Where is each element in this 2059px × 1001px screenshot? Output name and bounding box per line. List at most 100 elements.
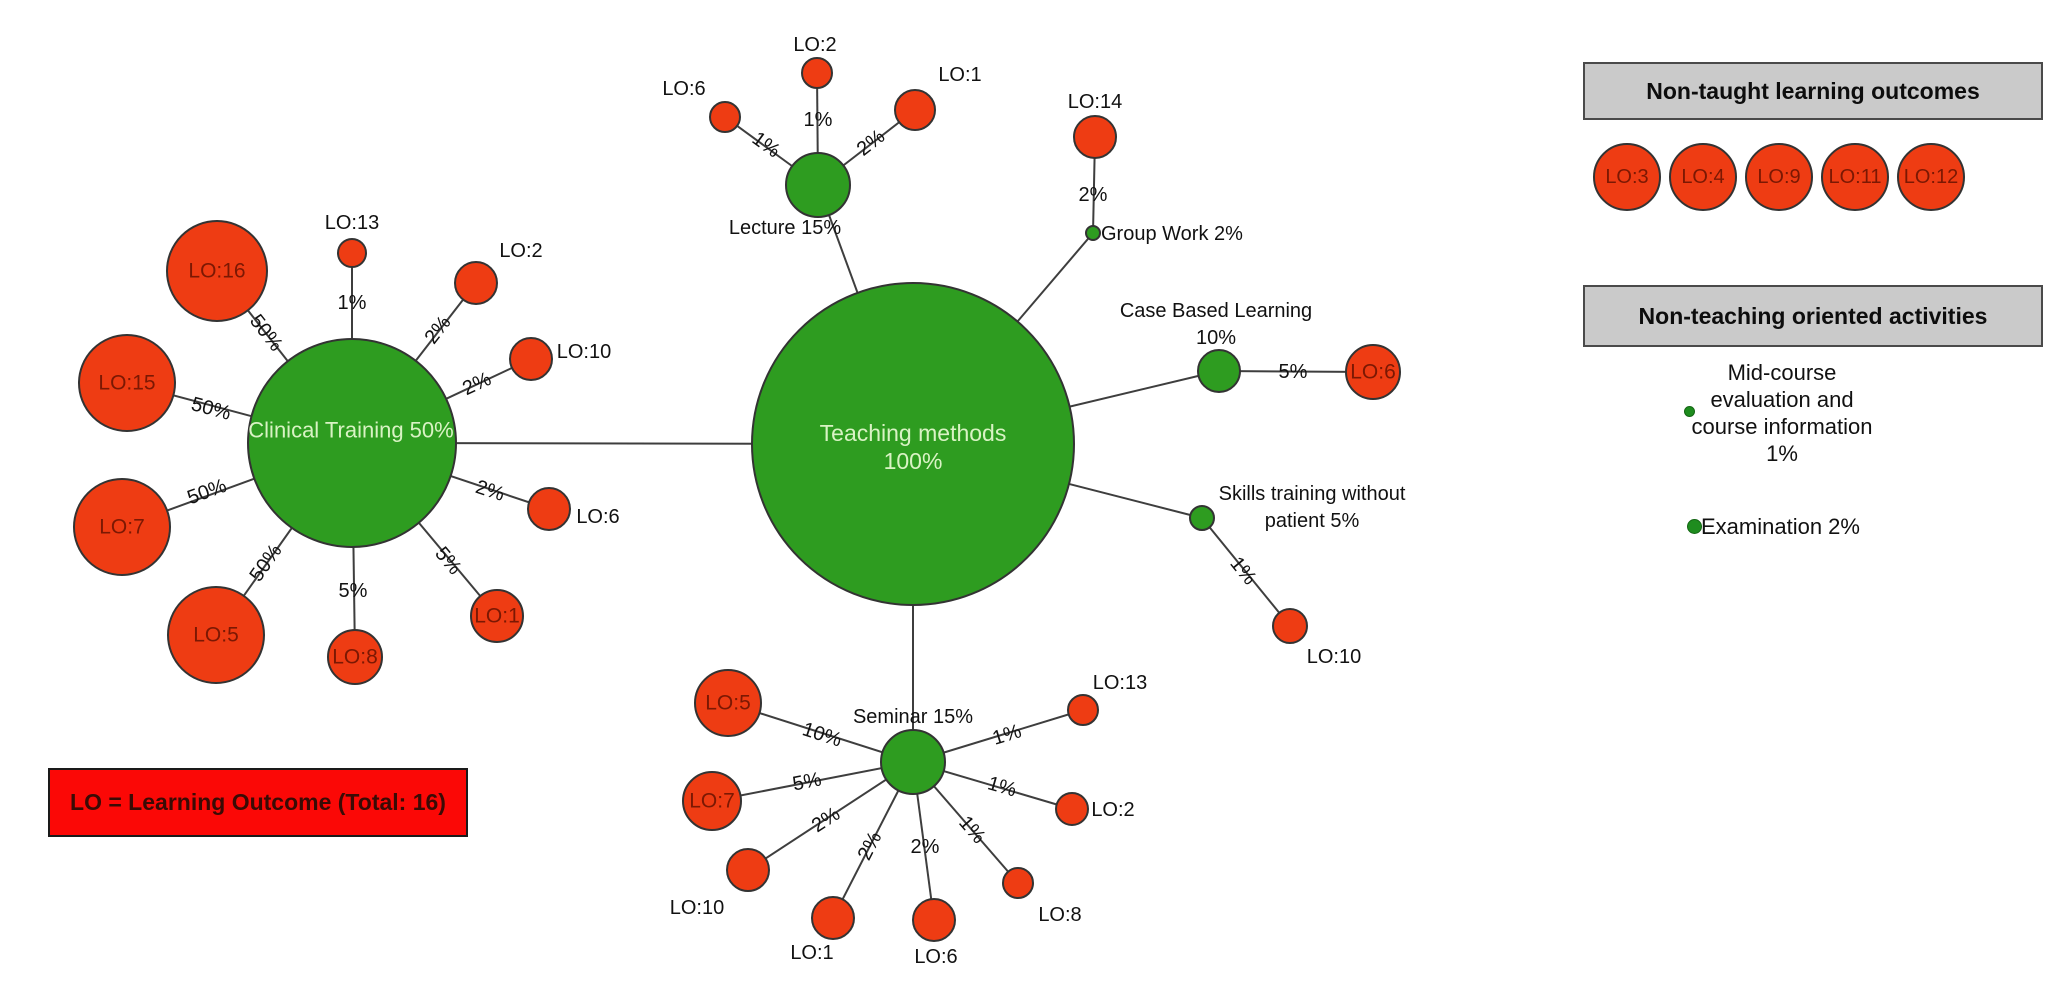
midcourse-line2: evaluation and (1710, 387, 1854, 412)
pct-seminar-lo5: 10% (800, 718, 845, 751)
node-clinical-lo6 (527, 487, 571, 531)
pct-lecture-lo1: 2% (853, 125, 889, 160)
node-seminar-lo10 (726, 848, 770, 892)
pct-lecture-lo2: 1% (804, 109, 833, 131)
midcourse-line1: Mid-course (1727, 360, 1837, 385)
label-clinical: Clinical Training 50% (248, 418, 453, 443)
non-taught-circle-lo3: LO:3 (1593, 143, 1661, 211)
edge-seminar-lo7 (711, 761, 914, 802)
non-taught-circle-lo11: LO:11 (1821, 143, 1889, 211)
node-teaching-methods (751, 282, 1075, 606)
node-case_based-hub (1197, 349, 1241, 393)
pct-seminar-lo2: 1% (985, 772, 1019, 801)
midcourse-dot-icon (1684, 406, 1695, 417)
node-clinical-lo7 (73, 478, 171, 576)
node-clinical-lo16 (166, 220, 268, 322)
label-seminar-lo5: LO:5 (705, 692, 751, 715)
examination-activity-label: Examination 2% (1701, 514, 1860, 539)
teaching-methods-label-line1: Teaching methods (820, 420, 1007, 446)
label-group_work-lo14: LO:14 (1068, 91, 1122, 113)
pct-clinical-lo6: 2% (473, 476, 507, 506)
pct-seminar-lo6: 2% (911, 836, 940, 858)
examination-dot-icon (1687, 519, 1702, 534)
legend-box: LO = Learning Outcome (Total: 16) (48, 768, 468, 837)
label-lecture: Lecture 15% (729, 217, 842, 239)
node-seminar-lo2 (1055, 792, 1089, 826)
label-seminar-lo2: LO:2 (1091, 799, 1134, 821)
label-clinical-lo7: LO:7 (99, 516, 145, 539)
node-group_work-lo14 (1073, 115, 1117, 159)
non-taught-title: Non-taught learning outcomes (1646, 77, 1980, 104)
label-seminar-lo6: LO:6 (914, 946, 957, 968)
node-clinical-lo5 (167, 586, 265, 684)
label-skills-lo10: LO:10 (1307, 646, 1361, 668)
pct-clinical-lo13: 1% (338, 292, 367, 314)
non-teaching-header: Non-teaching oriented activities (1583, 285, 2043, 347)
node-lecture-lo1 (894, 89, 936, 131)
label-clinical-lo13: LO:13 (325, 212, 379, 234)
node-case_based-lo6 (1345, 344, 1401, 400)
label-clinical-lo15: LO:15 (98, 372, 155, 395)
label-clinical-lo6: LO:6 (576, 506, 619, 528)
node-clinical-lo8 (327, 629, 383, 685)
label-clinical-lo5: LO:5 (193, 624, 239, 647)
node-clinical-lo13 (337, 238, 367, 268)
pct-clinical-lo8: 5% (339, 580, 368, 602)
node-clinical-hub (247, 338, 457, 548)
node-seminar-hub (880, 729, 946, 795)
node-lecture-lo2 (801, 57, 833, 89)
non-taught-circle-lo9: LO:9 (1745, 143, 1813, 211)
node-seminar-lo5 (694, 669, 762, 737)
edge-skills-lo10 (1201, 517, 1291, 627)
node-clinical-lo15 (78, 334, 176, 432)
teaching-methods-label-line2: 100% (884, 448, 943, 474)
pct-clinical-lo5: 50% (246, 540, 287, 586)
pct-case_based-lo6: 5% (1279, 361, 1308, 383)
label-seminar-lo1: LO:1 (790, 942, 833, 964)
pct-clinical-lo10: 2% (459, 368, 495, 400)
label-seminar-lo7: LO:7 (689, 790, 735, 813)
label-seminar: Seminar 15% (853, 706, 973, 728)
non-teaching-title: Non-teaching oriented activities (1638, 302, 1988, 329)
pct-seminar-lo10: 2% (808, 803, 844, 837)
label-skills-line1: Skills training without (1219, 483, 1406, 505)
label-case_based-lo6: LO:6 (1350, 361, 1396, 384)
label-seminar-lo13: LO:13 (1093, 672, 1147, 694)
non-taught-circle-lo4: LO:4 (1669, 143, 1737, 211)
label-lecture-lo6: LO:6 (662, 78, 705, 100)
pct-group_work-lo14: 2% (1079, 184, 1108, 206)
label-seminar-lo10: LO:10 (670, 897, 724, 919)
node-seminar-lo1 (811, 896, 855, 940)
node-seminar-lo6 (912, 898, 956, 942)
label-seminar-lo8: LO:8 (1038, 904, 1081, 926)
label-case_based-line2: 10% (1196, 327, 1236, 349)
pct-seminar-lo8: 1% (954, 812, 990, 848)
node-clinical-lo1 (470, 589, 524, 643)
node-seminar-lo13 (1067, 694, 1099, 726)
node-clinical-lo2 (454, 261, 498, 305)
node-skills-hub (1189, 505, 1215, 531)
label-skills-line2: patient 5% (1265, 510, 1360, 532)
legend-text: LO = Learning Outcome (Total: 16) (70, 789, 446, 815)
label-clinical-lo2: LO:2 (499, 240, 542, 262)
label-case_based-line1: Case Based Learning (1120, 300, 1312, 322)
midcourse-line3: course information (1691, 414, 1873, 439)
non-taught-header: Non-taught learning outcomes (1583, 62, 2043, 120)
label-clinical-lo1: LO:1 (474, 605, 520, 628)
midcourse-activity-label: Mid-course evaluation and course informa… (1686, 359, 1878, 467)
node-skills-lo10 (1272, 608, 1308, 644)
pct-clinical-lo15: 50% (189, 393, 234, 425)
node-circles (73, 57, 1401, 942)
label-clinical-lo10: LO:10 (557, 341, 611, 363)
non-taught-outcomes-row: LO:3 LO:4 LO:9 LO:11 LO:12 (1593, 143, 1965, 211)
label-group_work: Group Work 2% (1101, 223, 1243, 245)
node-seminar-lo7 (682, 771, 742, 831)
label-lecture-lo1: LO:1 (938, 64, 981, 86)
node-lecture-lo6 (709, 101, 741, 133)
node-group_work-hub (1085, 225, 1101, 241)
pct-seminar-lo7: 5% (791, 768, 824, 795)
pct-seminar-lo13: 1% (990, 720, 1024, 750)
label-clinical-lo8: LO:8 (332, 646, 378, 669)
